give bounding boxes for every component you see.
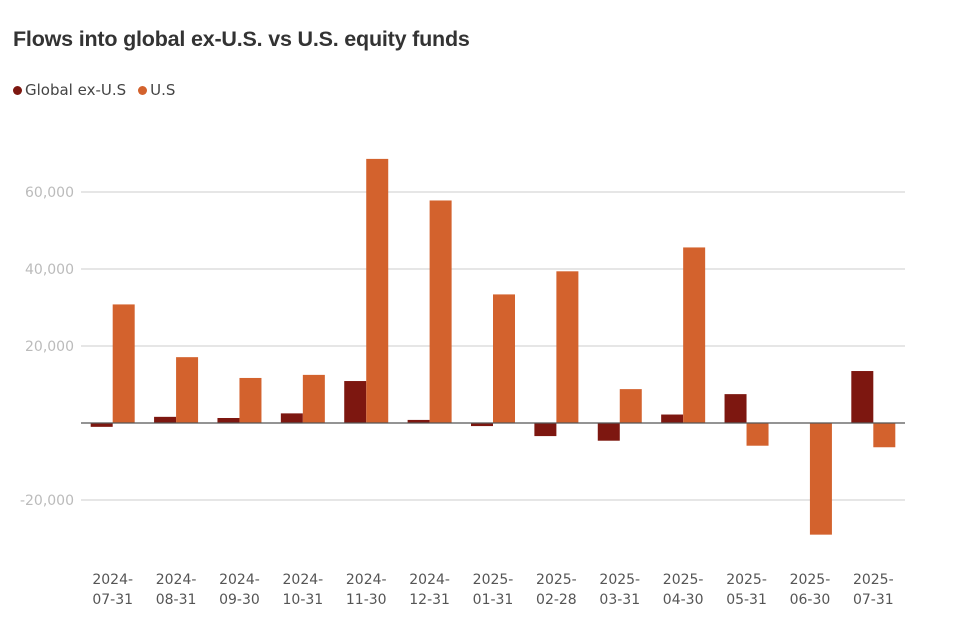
x-tick-label: 2024-11-30 (346, 572, 387, 608)
y-axis-ticks: -20,000 20,000 40,000 60,000 (20, 185, 74, 509)
x-tick-label: 2024-08-31 (156, 572, 197, 608)
bar-us (239, 377, 262, 423)
bar-us (493, 294, 515, 423)
x-tick-label: 2025-07-31 (853, 572, 894, 608)
bar-us (176, 357, 199, 423)
bar-global-ex-us (851, 371, 874, 423)
x-axis-ticks: 2024-07-31 2024-08-31 2024-09-30 2024-10-31… (92, 572, 893, 608)
bar-us (873, 423, 896, 448)
x-tick-label: 2025-05-31 (726, 572, 767, 608)
legend-dot-global (13, 85, 22, 95)
bar-us (366, 158, 389, 423)
bar-us (619, 389, 642, 423)
bar-global-ex-us (724, 394, 747, 423)
x-tick-label: 2025-06-30 (790, 572, 831, 608)
bar-global-ex-us (90, 423, 113, 427)
bar-global-ex-us (344, 381, 367, 423)
bars (90, 158, 896, 535)
legend: Global ex-U.S U.S (13, 81, 187, 99)
legend-dot-us (138, 85, 148, 95)
x-tick-label: 2025-04-30 (663, 572, 704, 608)
bar-global-ex-us (407, 419, 430, 423)
legend-label-us: U.S (150, 81, 176, 99)
y-tick-label: 20,000 (25, 339, 74, 355)
bar-us (809, 423, 832, 535)
bar-global-ex-us (661, 414, 684, 423)
bar-global-ex-us (217, 417, 240, 423)
bar-us (302, 374, 325, 423)
y-tick-label: -20,000 (20, 493, 74, 509)
bar-us (429, 200, 452, 423)
x-tick-label: 2024-09-30 (219, 572, 260, 608)
bar-us (556, 271, 579, 423)
x-tick-label: 2024-07-31 (92, 572, 133, 608)
x-tick-label: 2025-03-31 (599, 572, 640, 608)
bar-us (112, 304, 135, 423)
bar-global-ex-us (471, 423, 493, 427)
legend-item-global: Global ex-U.S (13, 81, 126, 99)
bar-us (746, 423, 769, 446)
chart-title: Flows into global ex-U.S. vs U.S. equity… (13, 27, 470, 51)
bar-us (683, 247, 706, 423)
bar-global-ex-us (280, 413, 303, 423)
bar-global-ex-us (154, 416, 177, 423)
x-tick-label: 2024-12-31 (409, 572, 450, 608)
y-tick-label: 60,000 (25, 185, 74, 201)
bar-global-ex-us (534, 423, 557, 437)
legend-label-global: Global ex-U.S (25, 81, 127, 99)
x-tick-label: 2024-10-31 (283, 572, 324, 608)
x-tick-label: 2025-01-31 (473, 572, 514, 608)
x-tick-label: 2025-02-28 (536, 572, 577, 608)
bar-global-ex-us (597, 423, 620, 441)
y-tick-label: 40,000 (25, 262, 74, 278)
legend-item-us: U.S (138, 81, 175, 99)
